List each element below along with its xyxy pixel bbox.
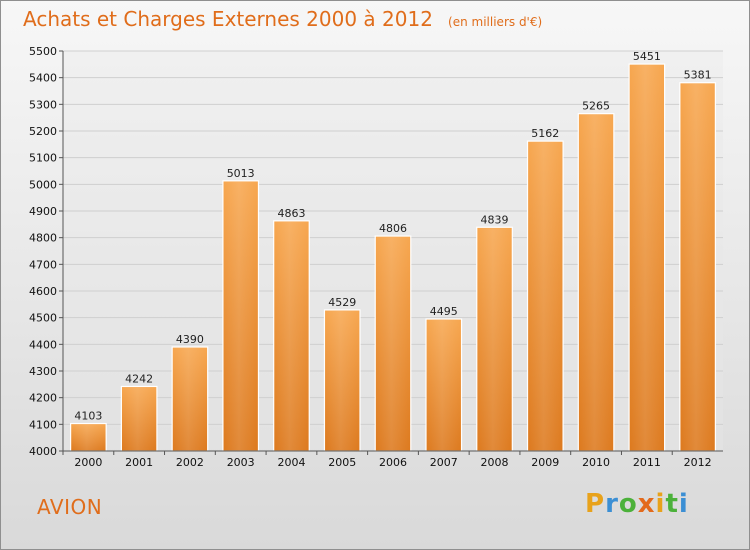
data-labels: 4103 4242 4390 5013 4863 4529 4806 4495 4839 5162… [74, 50, 711, 422]
y-tick-label: 4900 [29, 205, 57, 218]
bar-highlight [223, 181, 258, 451]
y-tick-label: 5300 [29, 98, 57, 111]
x-tick-label: 2001 [125, 456, 153, 469]
bar-highlight [325, 310, 359, 451]
y-tick-label: 5200 [29, 125, 57, 138]
bar-highlight [376, 237, 410, 451]
data-label-2000: 4103 [74, 410, 102, 423]
brand-letter: t [665, 489, 679, 519]
x-tick-label: 2005 [328, 456, 356, 469]
x-axis: 2000 2001 2002 2003 2004 2005 2006 2007 2008 2009… [62, 450, 723, 469]
bar-highlight [71, 424, 106, 451]
brand-letter: x [637, 489, 656, 519]
y-tick-label: 4000 [29, 445, 57, 458]
data-label-2005: 4529 [328, 296, 356, 309]
y-tick-label: 4200 [29, 392, 57, 405]
y-tick-label: 4300 [29, 365, 57, 378]
bar-highlight [122, 387, 156, 451]
bar-highlight [680, 83, 715, 451]
x-tick-label: 2006 [379, 456, 407, 469]
y-tick-label: 5000 [29, 178, 57, 191]
data-label-2010: 5265 [582, 100, 610, 113]
y-tick-label: 5400 [29, 72, 57, 85]
place-name: AVION [37, 495, 103, 519]
bar-highlight [579, 114, 613, 452]
bar-highlight [173, 348, 207, 451]
y-tick-label: 5500 [29, 45, 57, 58]
data-label-2006: 4806 [379, 222, 407, 235]
bar-highlight [427, 320, 461, 451]
bar-highlight [274, 221, 309, 451]
x-tick-label: 2003 [227, 456, 255, 469]
x-tick-label: 2008 [481, 456, 509, 469]
brand-letter: i [678, 489, 689, 519]
y-tick-label: 4100 [29, 418, 57, 431]
y-tick-label: 4600 [29, 285, 57, 298]
data-label-2001: 4242 [125, 372, 153, 385]
data-label-2002: 4390 [176, 333, 204, 346]
bar-highlight [630, 65, 664, 452]
y-axis: 4000 4100 4200 4300 4400 4500 4600 4700 4800 4900… [29, 45, 64, 458]
bar-highlight [528, 142, 563, 451]
x-tick-label: 2007 [430, 456, 458, 469]
data-label-2008: 4839 [481, 213, 509, 226]
y-tick-label: 4800 [29, 232, 57, 245]
bar-highlight [477, 228, 512, 451]
y-tick-label: 5100 [29, 152, 57, 165]
brand-letter: r [605, 489, 619, 519]
chart-subtitle: (en milliers d'€) [448, 15, 543, 29]
data-label-2009: 5162 [531, 127, 559, 140]
x-tick-label: 2004 [277, 456, 305, 469]
chart-title: Achats et Charges Externes 2000 à 2012 [23, 7, 433, 31]
bars [70, 63, 716, 452]
x-tick-label: 2010 [582, 456, 610, 469]
y-tick-label: 4500 [29, 312, 57, 325]
data-label-2003: 5013 [227, 167, 255, 180]
data-label-2012: 5381 [684, 69, 712, 82]
y-tick-label: 4700 [29, 258, 57, 271]
x-tick-label: 2002 [176, 456, 204, 469]
x-tick-label: 2009 [531, 456, 559, 469]
title-row: Achats et Charges Externes 2000 à 2012 (… [23, 7, 542, 31]
brand-logo: Proxiti [585, 489, 689, 519]
x-tick-label: 2011 [633, 456, 661, 469]
brand-letter: o [618, 489, 638, 519]
data-label-2007: 4495 [430, 305, 458, 318]
data-label-2011: 5451 [633, 50, 661, 63]
x-tick-label: 2012 [684, 456, 712, 469]
brand-letter: P [585, 489, 606, 519]
y-tick-label: 4400 [29, 338, 57, 351]
brand-letter: i [655, 489, 666, 519]
data-label-2004: 4863 [277, 207, 305, 220]
x-tick-label: 2000 [74, 456, 102, 469]
